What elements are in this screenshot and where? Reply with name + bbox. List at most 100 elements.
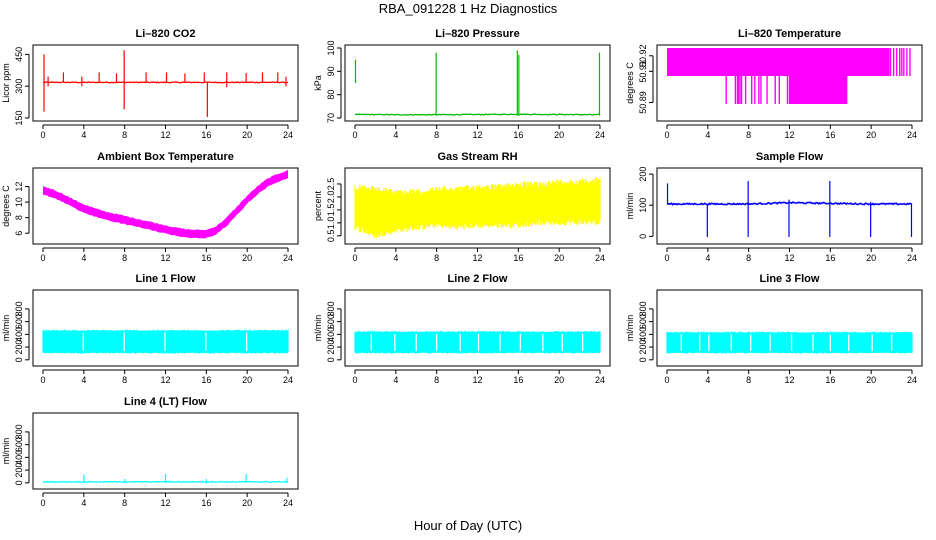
data-layer [42,329,289,354]
y-axis-label: ml/min [625,315,635,342]
plot-frame [32,412,299,490]
y-tick-label: 400 [14,327,24,342]
x-tick-label: 20 [554,253,564,263]
temperature-band [43,169,288,239]
panel-title: Line 1 Flow [136,273,196,285]
panel-2: Li–820 Pressure kPa 0 4 8 12 16 20 24 70 80 90 100 [313,28,611,140]
x-tick-label: 24 [907,253,917,263]
x-tick-label: 12 [160,375,170,385]
y-tick-label: 0.5 [326,230,336,243]
x-tick-label: 8 [122,375,127,385]
y-tick-label: 400 [638,327,648,342]
y-tick-label: 800 [326,301,336,316]
y-tick-label: 1.0 [326,217,336,230]
y-tick-label: 12 [14,182,24,192]
y-tick-label: 800 [638,301,648,316]
temperature-band [667,48,890,76]
y-tick-label: 200 [14,463,24,478]
x-tick-label: 4 [81,375,86,385]
y-tick-label: 0 [326,357,336,362]
x-tick-label: 0 [352,253,357,263]
x-tick-label: 0 [664,130,669,140]
y-axis-label: Licor ppm [1,63,11,103]
y-tick-label: 2.0 [326,191,336,204]
data-layer [354,50,601,116]
flow-band-edge [666,331,913,354]
data-layer [354,330,601,354]
y-axis-label: ml/min [1,315,11,342]
panel-9: Line 3 Flow ml/min 0 4 8 12 16 20 24 0 20040060080… [625,273,923,385]
panel-4: Ambient Box Temperature degrees C 0 4 8 12 16 2… [1,151,299,263]
y-axis-label: degrees C [1,185,11,227]
plot-frame [344,289,611,367]
x-tick-label: 24 [283,130,293,140]
x-tick-label: 20 [866,130,876,140]
y-tick-label: 6 [14,231,24,236]
x-tick-label: 8 [746,130,751,140]
y-tick-label: 1.5 [326,204,336,217]
figure-title: RBA_091228 1 Hz Diagnostics [378,1,558,16]
x-tick-label: 4 [393,375,398,385]
x-tick-label: 16 [825,253,835,263]
x-tick-label: 16 [513,130,523,140]
panel-title: Line 4 (LT) Flow [124,396,207,408]
x-tick-label: 20 [242,253,252,263]
y-axis-label: ml/min [313,315,323,342]
x-tick-label: 0 [664,375,669,385]
x-tick-label: 24 [595,375,605,385]
x-tick-label: 8 [434,130,439,140]
y-tick-label: 50.92 [638,45,648,68]
x-tick-label: 24 [283,375,293,385]
x-tick-label: 16 [201,498,211,508]
y-tick-label: 800 [14,301,24,316]
x-tick-label: 24 [283,253,293,263]
x-tick-label: 20 [866,253,876,263]
y-tick-label: 0 [14,357,24,362]
data-layer [666,180,913,237]
y-tick-label: 600 [326,314,336,329]
x-tick-label: 0 [40,253,45,263]
panel-7: Line 1 Flow ml/min 0 4 8 12 16 20 24 0 20040060080… [1,273,299,385]
x-tick-label: 12 [160,130,170,140]
y-tick-label: 90 [326,66,336,76]
y-tick-label: 300 [14,79,24,94]
x-tick-label: 8 [122,498,127,508]
panel-title: Line 2 Flow [448,273,508,285]
panel-title: Li–820 CO2 [136,28,196,40]
x-tick-label: 16 [513,253,523,263]
x-tick-label: 16 [513,375,523,385]
x-axis-caption: Hour of Day (UTC) [413,518,523,533]
x-tick-label: 24 [595,253,605,263]
plot-frame [32,44,299,122]
x-tick-label: 24 [907,130,917,140]
series-line [42,81,289,84]
x-tick-label: 24 [907,375,917,385]
x-tick-label: 4 [705,253,710,263]
x-tick-label: 0 [352,375,357,385]
data-layer [666,331,913,354]
x-tick-label: 8 [746,375,751,385]
y-axis-label: percent [313,190,323,221]
plot-frame [656,44,923,122]
x-tick-label: 24 [595,130,605,140]
plot-frame [656,289,923,367]
y-axis-label: degrees C [625,62,635,104]
y-axis-label: ml/min [625,193,635,220]
plot-frame [344,167,611,245]
y-axis-label: kPa [313,75,323,91]
plot-frame [32,289,299,367]
y-tick-label: 0 [14,480,24,485]
panel-title: Sample Flow [756,151,824,163]
panel-5: Gas Stream RH percent 0 4 8 12 16 20 24 0.51.01.5… [313,151,611,263]
y-axis-label: ml/min [1,438,11,465]
y-tick-label: 50.89 [638,91,648,114]
y-tick-label: 100 [638,198,648,213]
x-tick-label: 0 [40,130,45,140]
data-layer [354,176,601,238]
x-tick-label: 12 [472,253,482,263]
rh-noise [354,176,601,238]
data-layer [667,48,911,104]
y-tick-label: 400 [14,450,24,465]
x-tick-label: 0 [352,130,357,140]
